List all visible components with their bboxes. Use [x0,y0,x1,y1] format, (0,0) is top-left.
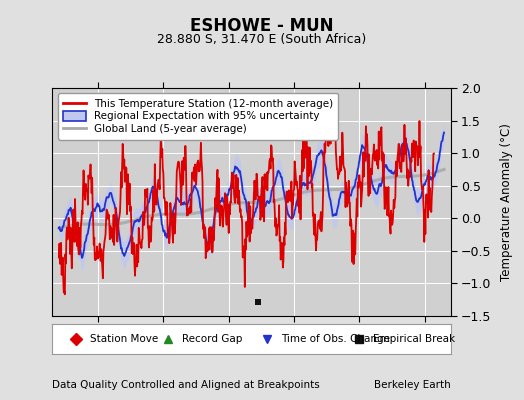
Text: Station Move: Station Move [90,334,158,344]
Text: Time of Obs. Change: Time of Obs. Change [281,334,390,344]
Legend: This Temperature Station (12-month average), Regional Expectation with 95% uncer: This Temperature Station (12-month avera… [58,93,339,140]
Text: ESHOWE - MUN: ESHOWE - MUN [190,17,334,35]
Text: Berkeley Earth: Berkeley Earth [374,380,451,390]
Text: Empirical Break: Empirical Break [373,334,455,344]
Text: 28.880 S, 31.470 E (South Africa): 28.880 S, 31.470 E (South Africa) [157,34,367,46]
Y-axis label: Temperature Anomaly (°C): Temperature Anomaly (°C) [500,123,513,281]
Text: Data Quality Controlled and Aligned at Breakpoints: Data Quality Controlled and Aligned at B… [52,380,320,390]
Text: Record Gap: Record Gap [182,334,242,344]
